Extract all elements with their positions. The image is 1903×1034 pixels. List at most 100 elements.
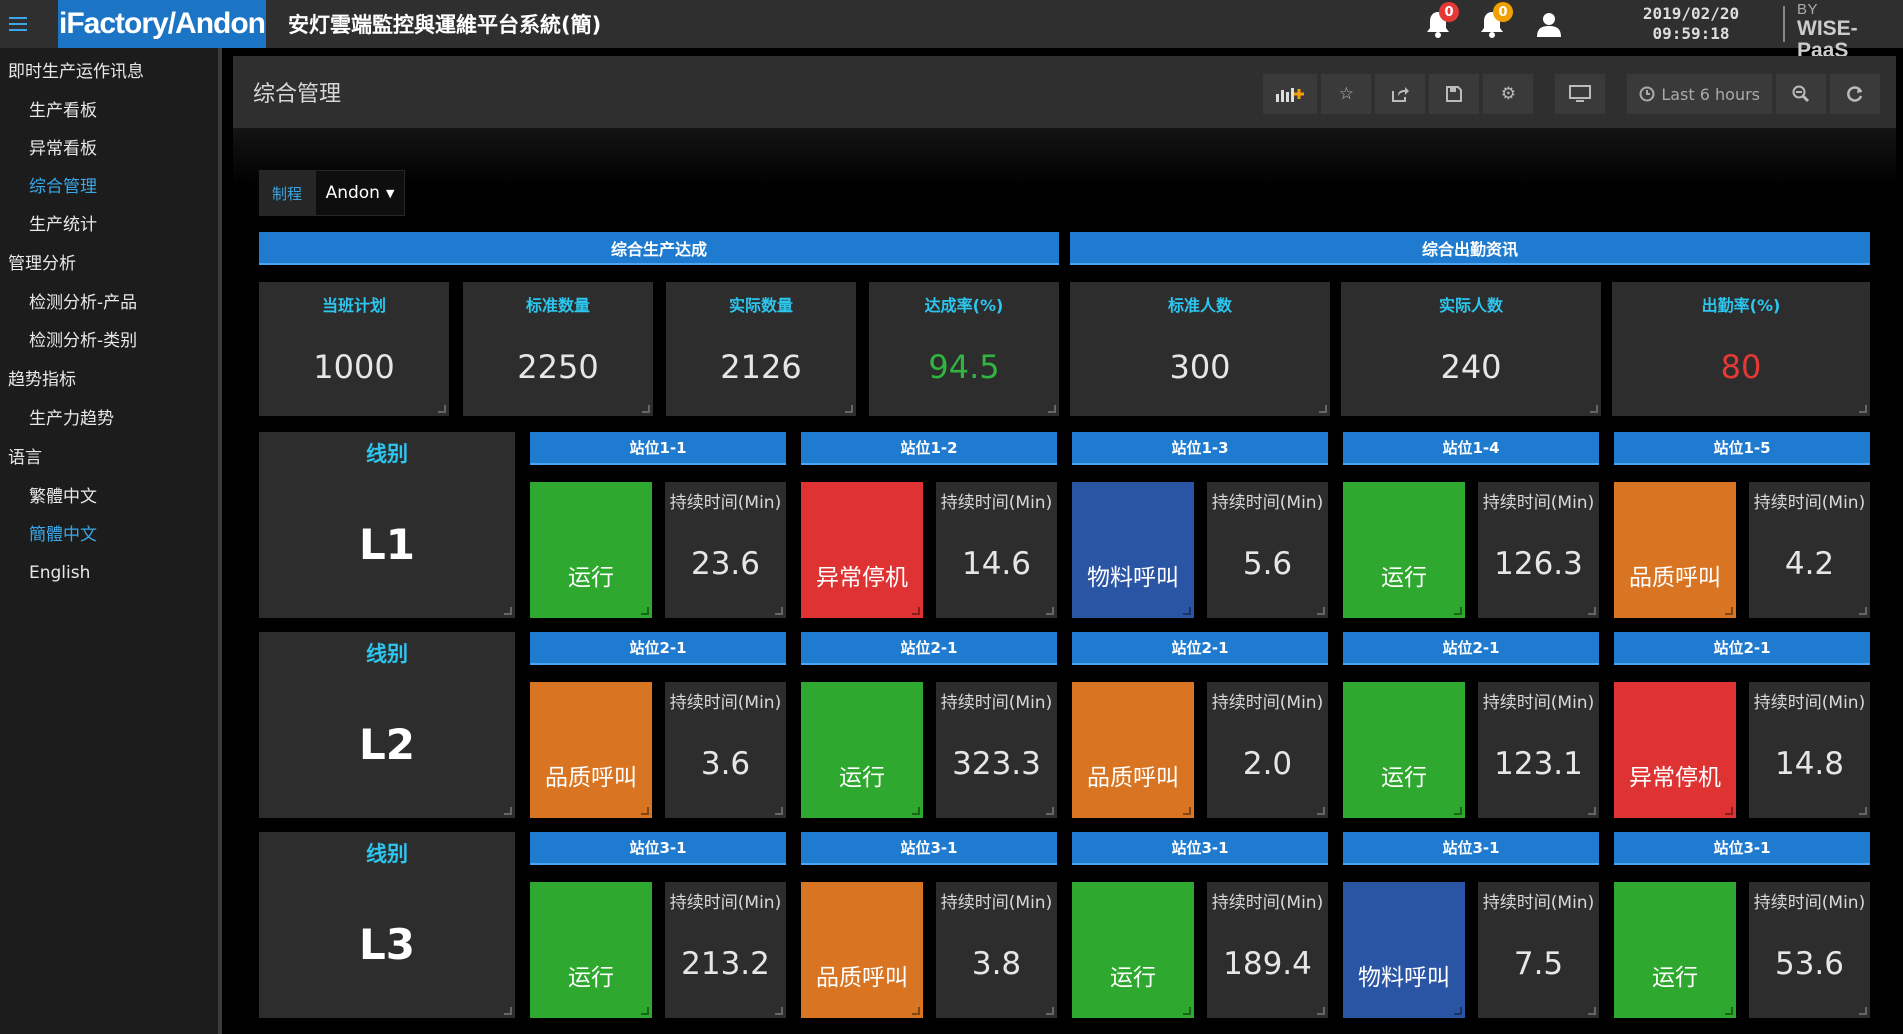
add-panel-button[interactable] [1263,74,1318,114]
share-icon [1392,87,1410,102]
duration-label: 持续时间(Min) [1211,493,1324,513]
duration-label: 持续时间(Min) [1753,493,1866,513]
line-label: 线别 [366,842,408,866]
stat-panel: 标准人数 300 [1070,282,1330,416]
sidebar-item-overview[interactable]: 综合管理 [29,177,97,197]
stat-panel: 当班计划 1000 [259,282,449,416]
time-range-picker[interactable]: Last 6 hours [1627,74,1772,114]
stat-value: 80 [1720,348,1762,386]
duration-label: 持续时间(Min) [669,693,782,713]
sidebar-item-lang-traditional[interactable]: 繁體中文 [29,487,97,507]
caret-down-icon: ▼ [385,186,395,200]
current-date: 2019/02/20 [1642,4,1740,23]
sidebar-item-lang-english[interactable]: English [29,563,91,583]
share-button[interactable] [1375,74,1426,114]
stat-value: 2250 [517,348,599,386]
sidebar-section-realtime[interactable]: 即时生产运作讯息 [8,62,144,82]
station-title: 站位3-1 [530,832,786,865]
tv-mode-button[interactable] [1555,74,1606,114]
duration-panel: 持续时间(Min) 23.6 [665,482,786,618]
duration-value: 213.2 [681,946,770,982]
sidebar-item-lang-simplified[interactable]: 簡體中文 [29,525,97,545]
stat-value: 2126 [720,348,802,386]
duration-value: 323.3 [952,746,1041,782]
duration-panel: 持续时间(Min) 4.2 [1749,482,1870,618]
stat-label: 标准数量 [525,296,590,315]
notification-bell-red[interactable]: 0 [1411,0,1465,48]
notification-bell-orange[interactable]: 0 [1465,0,1519,48]
station-title: 站位1-4 [1343,432,1599,465]
variable-value: Andon [325,183,380,203]
duration-value: 23.6 [690,546,761,582]
stat-panel: 实际数量 2126 [666,282,856,416]
template-variable: 制程 Andon ▼ [259,170,405,216]
duration-value: 126.3 [1494,546,1583,582]
sidebar-section-language[interactable]: 语言 [8,448,42,468]
banner-attendance: 综合出勤资讯 [1070,232,1870,265]
variable-label: 制程 [259,170,315,216]
station-title: 站位2-1 [1343,632,1599,665]
variable-select[interactable]: Andon ▼ [315,170,405,216]
sidebar-section-trends[interactable]: 趋势指标 [8,370,76,390]
duration-panel: 持续时间(Min) 3.8 [936,882,1057,1018]
user-menu[interactable] [1519,0,1579,48]
station-title: 站位2-1 [530,632,786,665]
duration-panel: 持续时间(Min) 126.3 [1478,482,1599,618]
duration-label: 持续时间(Min) [1753,893,1866,913]
station-title: 站位3-1 [1072,832,1328,865]
duration-label: 持续时间(Min) [669,493,782,513]
app-logo[interactable]: iFactory/Andon [58,0,266,48]
duration-label: 持续时间(Min) [1211,893,1324,913]
stat-panel: 标准数量 2250 [463,282,653,416]
sidebar-section-analysis[interactable]: 管理分析 [8,254,76,274]
sidebar-item-inspection-product[interactable]: 检测分析-产品 [29,293,138,313]
line-label: 线别 [366,442,408,466]
settings-button[interactable]: ⚙ [1483,74,1534,114]
dashboard-header: 综合管理 ☆ ⚙ [233,56,1896,128]
station-status: 品质呼叫 [530,682,652,818]
duration-panel: 持续时间(Min) 5.6 [1207,482,1328,618]
station-title: 站位3-1 [1343,832,1599,865]
duration-label: 持续时间(Min) [1211,693,1324,713]
line-panel: 线别 L2 [259,632,515,818]
station-title: 站位3-1 [801,832,1057,865]
duration-value: 14.8 [1774,746,1845,782]
refresh-button[interactable] [1830,74,1880,114]
duration-panel: 持续时间(Min) 14.6 [936,482,1057,618]
station-status: 运行 [530,482,652,618]
duration-value: 2.0 [1242,746,1293,782]
sidebar-item-production-stats[interactable]: 生产统计 [29,215,97,235]
stat-panel: 达成率(%) 94.5 [869,282,1059,416]
duration-value: 7.5 [1513,946,1564,982]
stat-value: 1000 [313,348,395,386]
duration-label: 持续时间(Min) [1753,693,1866,713]
station-status: 物料呼叫 [1343,882,1465,1018]
duration-label: 持续时间(Min) [940,493,1053,513]
station-title: 站位1-5 [1614,432,1870,465]
line-label: 线别 [366,642,408,666]
zoom-out-button[interactable] [1776,74,1826,114]
duration-panel: 持续时间(Min) 323.3 [936,682,1057,818]
stat-panel: 实际人数 240 [1341,282,1601,416]
station-status: 运行 [1072,882,1194,1018]
sidebar-item-productivity-trend[interactable]: 生产力趋势 [29,409,114,429]
station-status: 运行 [1614,882,1736,1018]
station-title: 站位2-1 [1614,632,1870,665]
main-content: 综合管理 ☆ ⚙ [233,56,1896,1034]
duration-value: 123.1 [1494,746,1583,782]
sidebar-item-production-board[interactable]: 生产看板 [29,101,97,121]
stat-label: 当班计划 [321,296,386,315]
save-button[interactable] [1429,74,1480,114]
star-button[interactable]: ☆ [1321,74,1372,114]
sidebar-item-inspection-category[interactable]: 检测分析-类别 [29,331,138,351]
station-status: 运行 [530,882,652,1018]
duration-label: 持续时间(Min) [1482,893,1595,913]
stat-panel: 出勤率(%) 80 [1612,282,1870,416]
station-status: 物料呼叫 [1072,482,1194,618]
station-status: 品质呼叫 [801,882,923,1018]
stat-value: 300 [1169,348,1231,386]
gear-icon: ⚙ [1500,84,1516,104]
menu-icon[interactable] [0,0,36,48]
sidebar-item-abnormal-board[interactable]: 异常看板 [29,139,97,159]
duration-panel: 持续时间(Min) 53.6 [1749,882,1870,1018]
